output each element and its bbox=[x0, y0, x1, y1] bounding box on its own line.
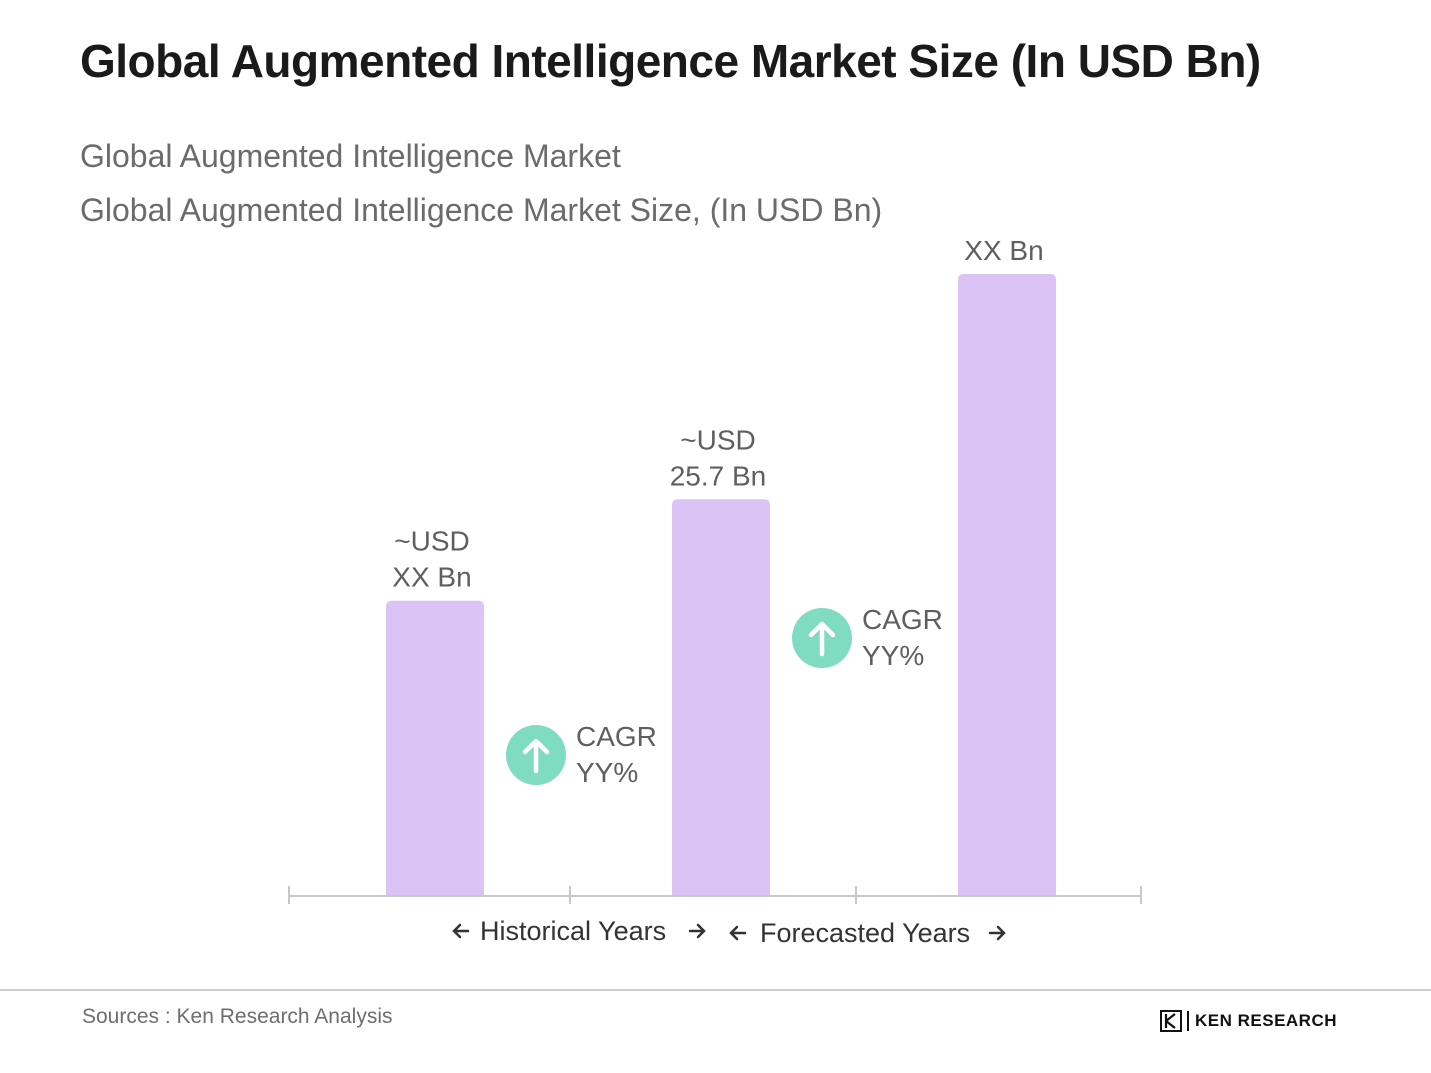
source-note: Sources : Ken Research Analysis bbox=[82, 1005, 393, 1028]
bar-2-label-value: 25.7 Bn bbox=[670, 460, 767, 491]
cagr-1-value: YY% bbox=[576, 757, 638, 788]
period-label-forecast: Forecasted Years bbox=[760, 918, 970, 948]
ken-research-logo-icon bbox=[1160, 1010, 1182, 1032]
period-historical-left-arrow-icon bbox=[452, 923, 470, 939]
bar-2-label-prefix: ~USD bbox=[680, 424, 755, 455]
chart-subtitle-market: Global Augmented Intelligence Market bbox=[80, 138, 621, 174]
period-historical-right-arrow-icon bbox=[688, 923, 706, 939]
bar-1-label-value: XX Bn bbox=[392, 562, 471, 593]
logo-text: KEN RESEARCH bbox=[1195, 1011, 1338, 1030]
bar-2 bbox=[672, 499, 770, 895]
bar-3-label-value: XX Bn bbox=[964, 240, 1043, 266]
ken-research-logo: KEN RESEARCH bbox=[1160, 1008, 1337, 1034]
period-forecast-left-arrow-icon bbox=[729, 925, 747, 941]
chart-subtitle-size: Global Augmented Intelligence Market Siz… bbox=[80, 192, 883, 228]
logo-separator bbox=[1187, 1011, 1189, 1031]
bar-3 bbox=[958, 274, 1056, 895]
cagr-1-label: CAGR bbox=[576, 721, 657, 752]
cagr-2-value: YY% bbox=[862, 640, 924, 671]
period-forecast-right-arrow-icon bbox=[988, 925, 1006, 941]
cagr-2-label: CAGR bbox=[862, 604, 943, 635]
bar-1-label-prefix: ~USD bbox=[394, 526, 469, 557]
cagr-2-arrow-glyph bbox=[808, 621, 836, 657]
footer-divider bbox=[0, 989, 1431, 991]
period-label-historical: Historical Years bbox=[480, 916, 666, 946]
cagr-1-arrow-glyph bbox=[522, 738, 550, 774]
chart-title: Global Augmented Intelligence Market Siz… bbox=[80, 35, 1261, 87]
bar-1 bbox=[386, 600, 484, 895]
